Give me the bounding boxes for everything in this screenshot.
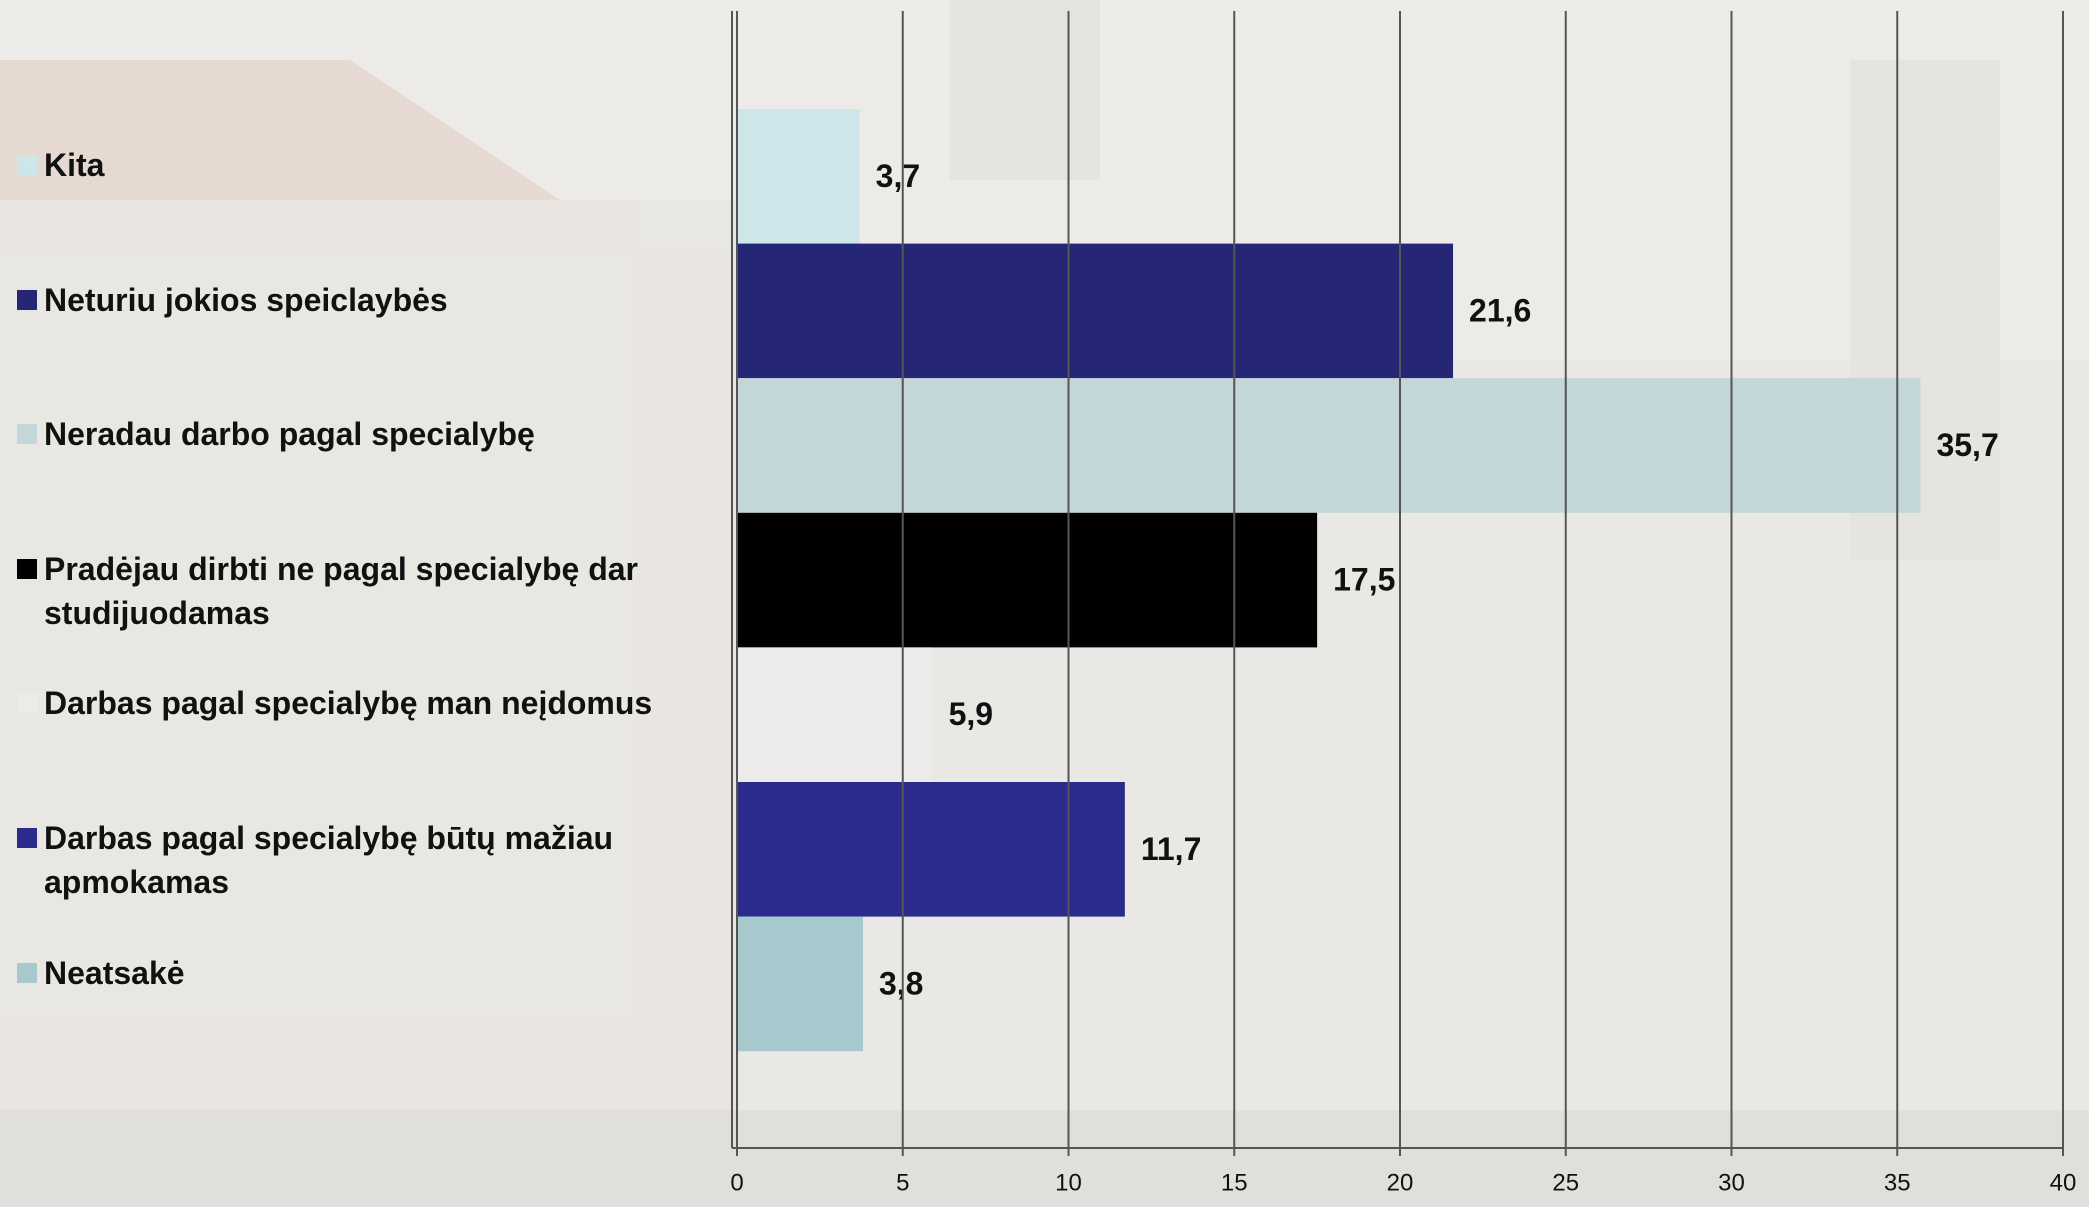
bar [737, 378, 1921, 513]
value-label: 17,5 [1333, 562, 1395, 598]
value-label: 3,8 [879, 965, 923, 1001]
legend-swatch [17, 424, 37, 445]
x-tick-label: 30 [1718, 1169, 1745, 1196]
x-tick-label: 20 [1387, 1169, 1414, 1196]
x-tick-label: 5 [896, 1169, 909, 1196]
bar [737, 782, 1125, 917]
x-tick-label: 35 [1884, 1169, 1911, 1196]
value-label: 35,7 [1936, 427, 1998, 463]
legend-swatch [17, 962, 37, 983]
legend-label: Kita [44, 147, 105, 183]
value-label: 21,6 [1469, 292, 1531, 328]
x-tick-label: 25 [1552, 1169, 1579, 1196]
legend-label: Darbas pagal specialybę būtų mažiau apmo… [44, 820, 614, 900]
x-tick-label: 0 [730, 1169, 743, 1196]
bar [737, 109, 860, 244]
legend-label: Neturiu jokios speiclaybės [44, 281, 448, 318]
legend-label: Neatsakė [44, 954, 185, 991]
bar [737, 916, 863, 1052]
bar [737, 647, 933, 782]
bar [737, 243, 1454, 379]
legend-label: Neradau darbo pagal specialybę [44, 416, 535, 453]
legend-swatch [17, 828, 37, 848]
legend-label: Pradėjau dirbti ne pagal specialybę dar … [44, 550, 638, 631]
x-tick-label: 40 [2050, 1169, 2077, 1196]
legend-swatch [17, 558, 37, 579]
legend-label: Darbas pagal specialybę man neįdomus [44, 685, 653, 722]
x-tick-label: 15 [1221, 1169, 1248, 1196]
value-label: 5,9 [949, 696, 993, 732]
value-label: 3,7 [876, 158, 920, 194]
legend-swatch [17, 155, 37, 175]
legend-swatch [17, 693, 37, 714]
legend-swatch [17, 289, 37, 310]
bar [737, 512, 1318, 648]
value-label: 11,7 [1141, 831, 1202, 867]
x-tick-label: 10 [1055, 1169, 1082, 1196]
